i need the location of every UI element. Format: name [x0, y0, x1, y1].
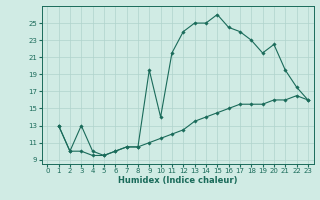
X-axis label: Humidex (Indice chaleur): Humidex (Indice chaleur) — [118, 176, 237, 185]
